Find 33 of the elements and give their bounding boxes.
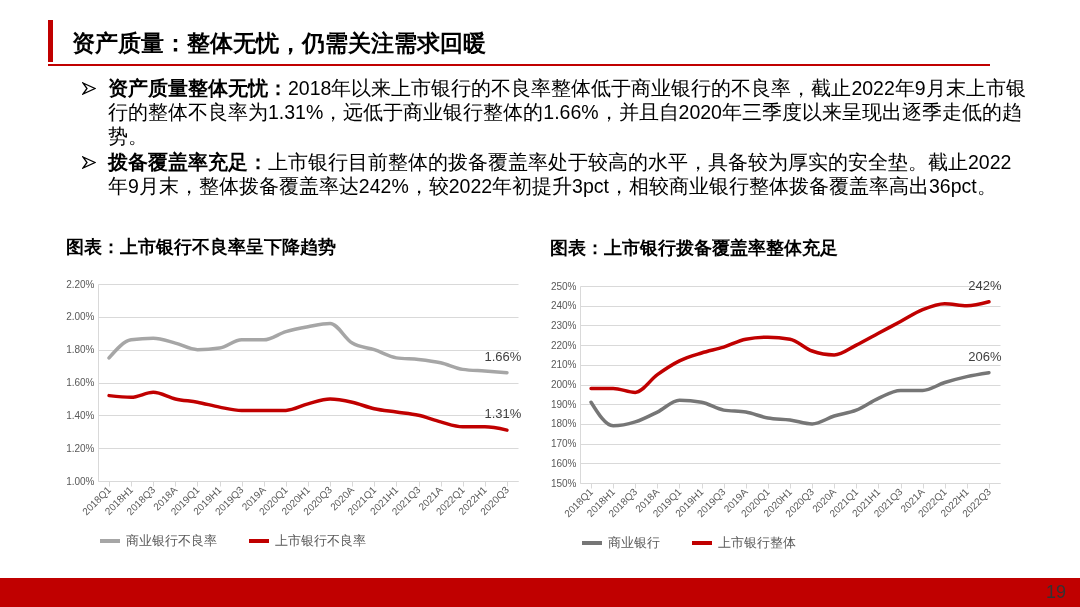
y-tick-label: 1.00% (66, 475, 95, 487)
y-tick-label: 1.60% (66, 377, 95, 388)
text: 资产质量：整体无忧，仍需关注需求回暖 (72, 29, 486, 58)
legend-label: 上市银行整体 (718, 535, 796, 550)
y-tick-label: 220% (550, 339, 577, 351)
y-tick-label: 200% (550, 379, 577, 390)
data-label: 242% (968, 277, 1003, 293)
legend-label: 商业银行不良率 (126, 533, 217, 548)
y-tick-label: 230% (550, 319, 577, 331)
line-series (589, 370, 991, 428)
y-tick-label: 1.40% (66, 409, 95, 421)
data-label: 206% (968, 348, 1003, 364)
y-tick-label: 150% (550, 477, 577, 489)
y-tick-label: 1.20% (66, 442, 95, 454)
text: 19 (1045, 582, 1066, 603)
text: 资产质量整体无忧：2018年以来上市银行的不良率整体低于商业银行的不良率，截止2022年9月末上市银行的整体不良率为1.31%，远低于商业银行整体的1.66%，并且自2020年三季度以来呈现出逐季走低的趋势。 (108, 77, 1026, 147)
y-tick-label: 2.20% (66, 278, 95, 290)
y-tick-label: 190% (550, 398, 577, 410)
y-tick-label: 2.00% (66, 311, 95, 323)
y-tick-label: 1.80% (66, 344, 95, 356)
y-tick-label: 250% (550, 280, 577, 292)
y-tick-label: 160% (550, 457, 577, 469)
y-tick-label: 240% (550, 300, 577, 312)
legend-label: 商业银行 (608, 535, 660, 550)
y-tick-label: 210% (550, 359, 577, 371)
chart-title: 图表：上市银行不良率呈下降趋势 (65, 237, 336, 257)
legend-label: 上市银行不良率 (275, 533, 366, 548)
y-tick-label: 180% (550, 418, 577, 430)
text: 拨备覆盖率充足：上市银行目前整体的拨备覆盖率处于较高的水平，具备较为厚实的安全垫。截止2022年9月末，整体拨备覆盖率达242%，较2022年初提升3pct，相较商业银行整体拨备覆盖率高出36pct。 (108, 151, 1012, 197)
y-tick-label: 170% (550, 438, 577, 450)
data-label: 1.66% (484, 348, 522, 364)
chart-title: 图表：上市银行拨备覆盖率整体充足 (550, 237, 839, 258)
data-label: 1.31% (484, 406, 522, 422)
